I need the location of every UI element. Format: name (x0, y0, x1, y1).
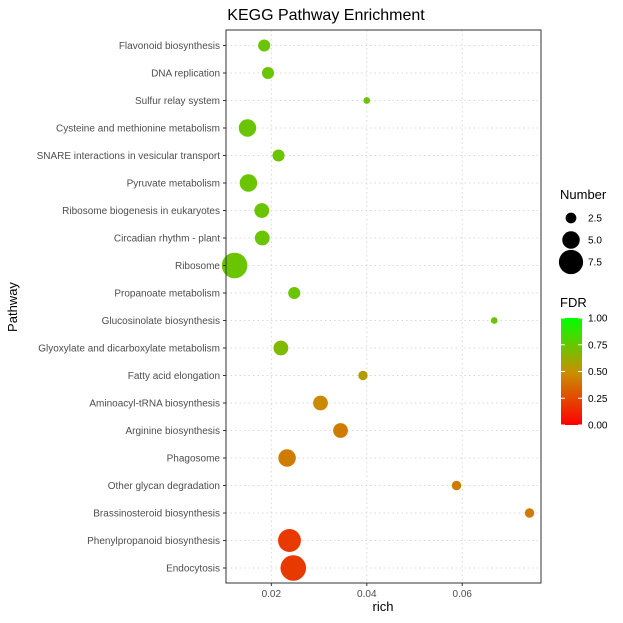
y-tick-label: Arginine biosynthesis (126, 426, 221, 437)
chart-title: KEGG Pathway Enrichment (227, 7, 425, 24)
data-point (363, 97, 371, 104)
y-tick-label: SNARE interactions in vesicular transpor… (37, 151, 221, 162)
plot-panel-border (225, 29, 542, 584)
y-tick-label: Other glycan degradation (108, 481, 220, 492)
color-legend-bar (561, 318, 582, 425)
y-tick-label: Brassinosteroid biosynthesis (93, 509, 220, 520)
x-tick-labels: 0.02 0.04 0.06 (262, 583, 473, 600)
size-legend-label: 5.0 (588, 236, 602, 247)
data-point (258, 39, 271, 52)
data-point (358, 370, 368, 381)
y-tick-label: Fatty acid elongation (128, 371, 220, 382)
size-legend-key (558, 249, 584, 275)
y-tick-labels: Flavonoid biosynthesis DNA replication Sul… (37, 41, 226, 575)
color-legend-label: 0.00 (588, 421, 608, 432)
y-tick-label: Endocytosis (166, 564, 220, 575)
data-point (254, 230, 270, 246)
data-point (221, 252, 248, 279)
y-tick-label: Sulfur relay system (135, 96, 220, 107)
size-legend-label: 7.5 (588, 258, 602, 269)
size-legend-key (565, 212, 577, 224)
y-tick-label: Propanoate metabolism (114, 289, 220, 300)
data-point (490, 317, 498, 324)
x-axis-title: rich (373, 599, 394, 614)
data-point (313, 395, 328, 411)
size-legend: 2.5 5.0 7.5 (558, 212, 602, 275)
y-tick-label: Ribosome (175, 261, 220, 272)
color-legend-label: 0.75 (588, 340, 608, 351)
data-point (273, 340, 289, 356)
data-point (278, 529, 301, 552)
data-point (261, 66, 275, 80)
data-point (524, 508, 535, 518)
y-axis-title: Pathway (5, 282, 20, 332)
color-legend-label: 0.50 (588, 367, 608, 378)
x-tick-label: 0.04 (357, 589, 377, 600)
y-tick-label: Phenylpropanoid biosynthesis (87, 536, 220, 547)
color-legend-label: 1.00 (588, 314, 608, 325)
data-points (221, 39, 535, 581)
y-tick-label: Circadian rhythm - plant (114, 234, 220, 245)
y-tick-label: Glyoxylate and dicarboxylate metabolism (38, 344, 220, 355)
data-point (280, 555, 307, 581)
size-legend-label: 2.5 (588, 214, 602, 225)
y-tick-label: Glucosinolate biosynthesis (102, 316, 220, 327)
gridlines (226, 30, 541, 583)
data-point (278, 449, 296, 467)
data-point (451, 480, 462, 491)
data-point (238, 119, 257, 137)
y-tick-label: Cysteine and methionine metabolism (56, 124, 220, 135)
data-point (333, 423, 348, 438)
data-point (272, 149, 285, 162)
x-tick-label: 0.06 (453, 589, 473, 600)
x-tick-label: 0.02 (262, 589, 282, 600)
size-legend-key (562, 231, 580, 249)
size-legend-title: Number (560, 187, 607, 202)
color-legend-title: FDR (560, 295, 587, 310)
color-legend-label: 0.25 (588, 394, 608, 405)
y-tick-label: Phagosome (167, 454, 221, 465)
data-point (288, 286, 301, 300)
data-point (239, 174, 258, 192)
y-tick-label: Pyruvate metabolism (127, 179, 220, 190)
data-point (254, 203, 270, 218)
y-tick-label: DNA replication (151, 69, 220, 80)
y-tick-label: Ribosome biogenesis in eukaryotes (62, 206, 220, 217)
color-legend-ticks: 1.00 0.75 0.50 0.25 0.00 (561, 314, 608, 432)
y-tick-label: Flavonoid biosynthesis (119, 41, 220, 52)
y-tick-label: Aminoacyl-tRNA biosynthesis (89, 399, 220, 410)
